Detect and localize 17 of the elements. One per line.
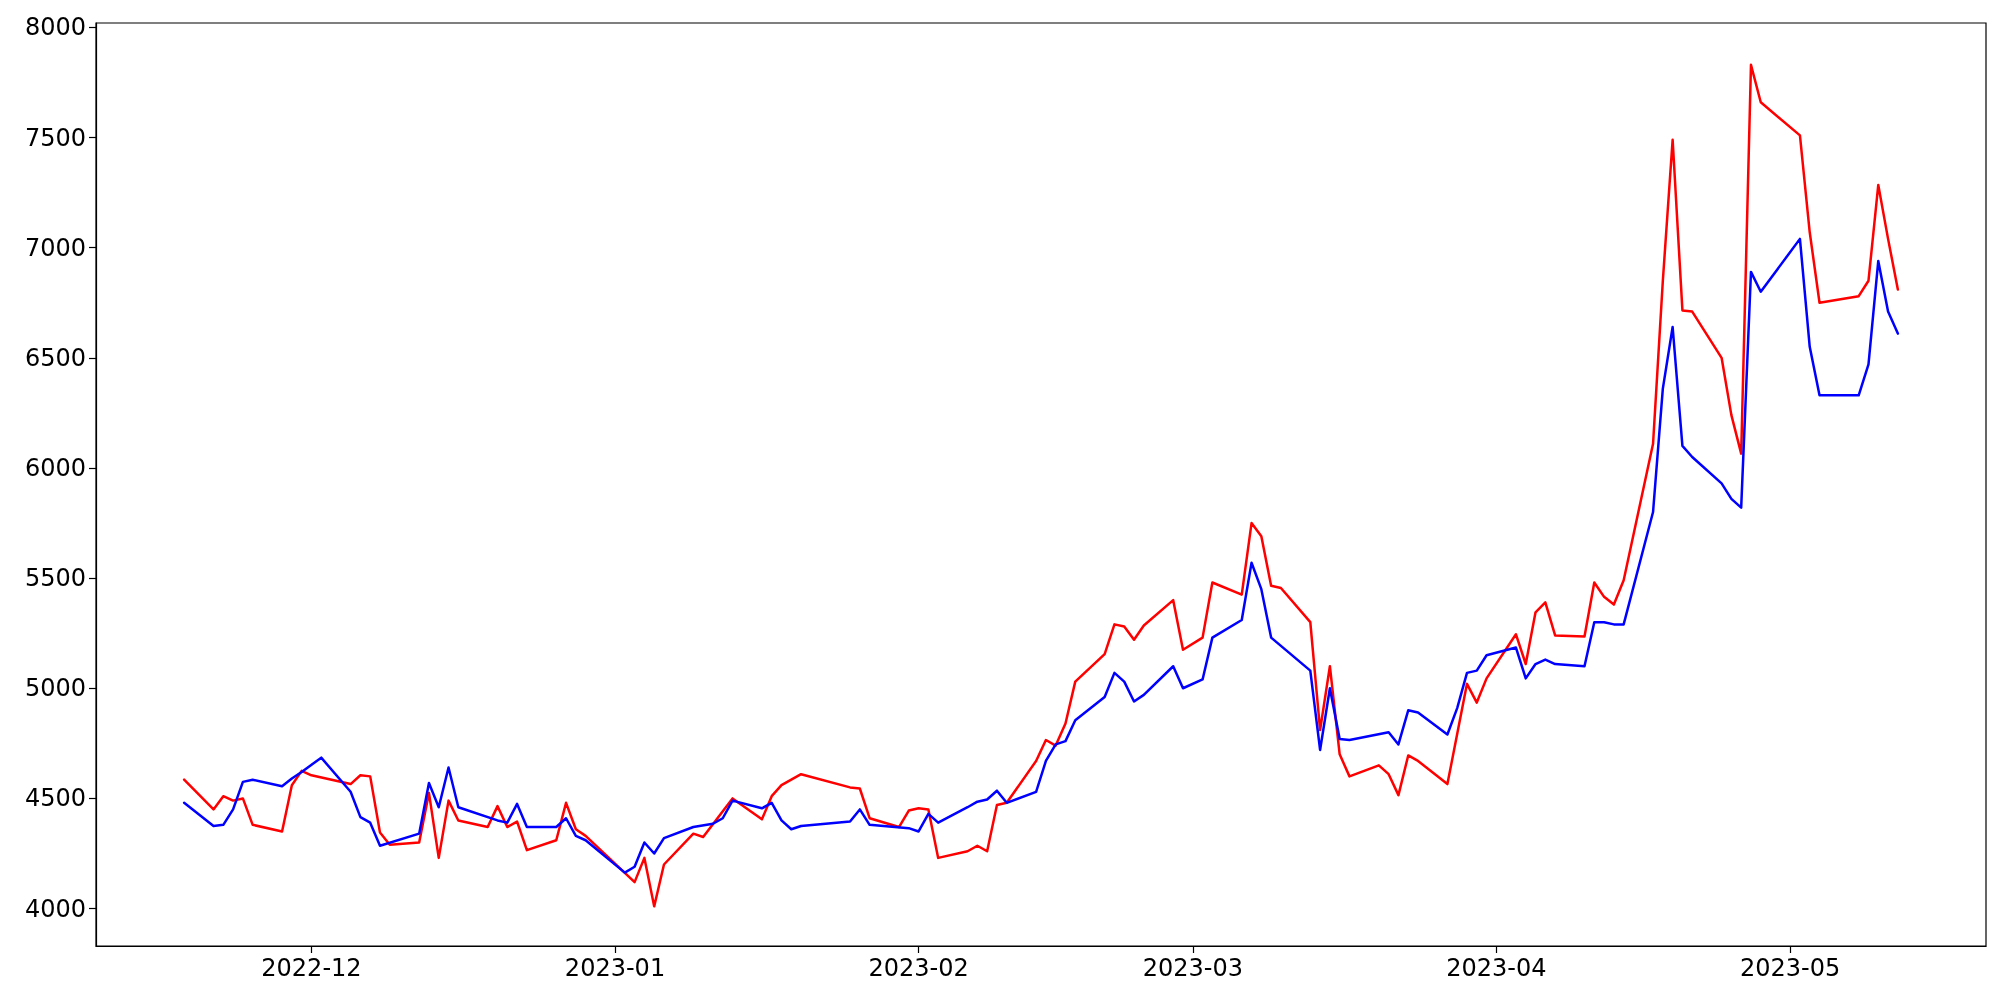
y-tick-label: 7500	[24, 123, 86, 152]
y-tick-label: 5500	[24, 564, 86, 593]
y-tick-label: 4000	[24, 894, 86, 923]
x-tick-label: 2023-05	[1740, 954, 1841, 982]
x-tick-label: 2023-03	[1142, 954, 1243, 982]
y-tick-label: 6500	[24, 343, 86, 372]
y-tick-label: 6000	[24, 453, 86, 482]
y-tick-label: 4500	[24, 784, 86, 813]
x-tick-label: 2023-01	[564, 954, 666, 982]
line-series	[182, 63, 1900, 908]
y-tick-label: 8000	[24, 13, 86, 42]
line-series	[182, 237, 1900, 874]
y-tick-label: 7000	[24, 233, 86, 262]
x-tick-label: 2022-12	[261, 954, 362, 982]
x-tick-label: 2023-02	[868, 954, 969, 982]
y-tick-label: 5000	[24, 674, 86, 703]
x-tick-label: 2023-04	[1446, 954, 1547, 982]
